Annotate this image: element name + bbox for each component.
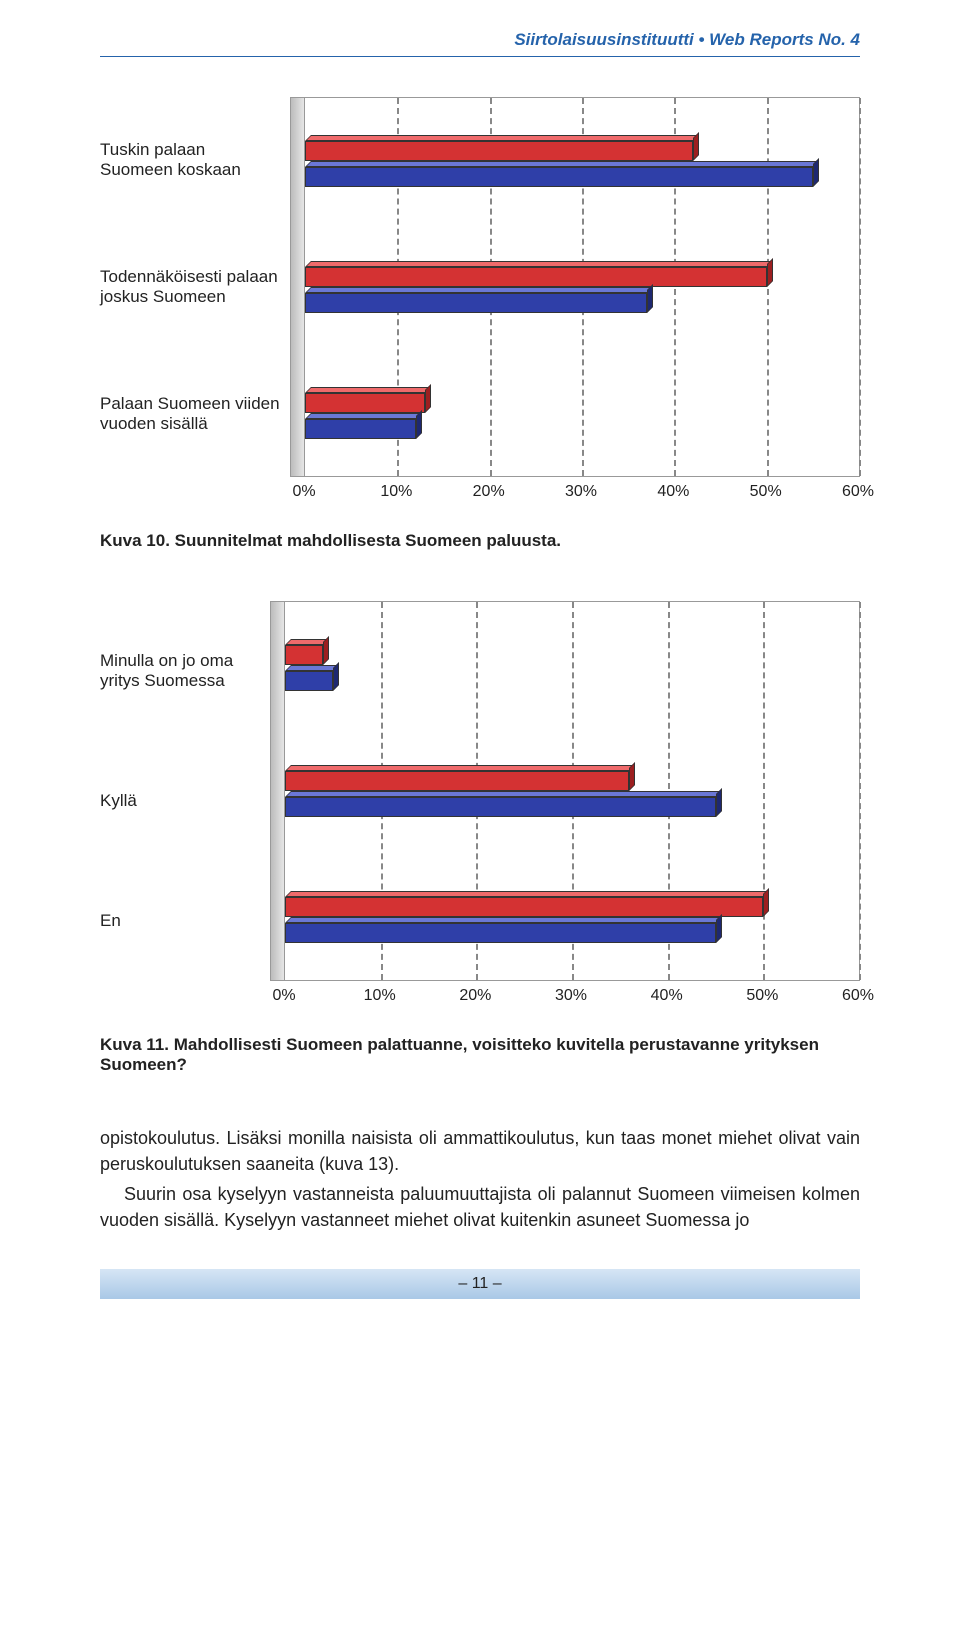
chart1-plot — [290, 97, 860, 477]
x-tick: 50% — [750, 483, 782, 501]
x-tick: 30% — [555, 987, 587, 1005]
bar-miehet — [305, 413, 859, 439]
x-tick: 20% — [459, 987, 491, 1005]
bar-naiset — [305, 387, 859, 413]
x-tick: 60% — [842, 987, 874, 1005]
bar-miehet — [285, 917, 859, 943]
y-label: Minulla on jo oma yritys Suomessa — [100, 651, 270, 691]
chart2-caption: Kuva 11. Mahdollisesti Suomeen palattuan… — [100, 1035, 860, 1075]
bar-group — [305, 261, 859, 313]
bar-group — [285, 891, 859, 943]
x-tick: 10% — [380, 483, 412, 501]
x-tick: 10% — [364, 987, 396, 1005]
x-tick: 40% — [651, 987, 683, 1005]
bar-group — [285, 765, 859, 817]
bar-miehet — [285, 665, 859, 691]
chart-1: Naiset Miehet Tuskin palaan Suomeen kosk… — [100, 97, 860, 507]
body-p2: Suurin osa kyselyyn vastanneista paluumu… — [100, 1181, 860, 1233]
chart-2: Naiset Miehet Minulla on jo oma yritys S… — [100, 601, 860, 1011]
x-tick: 50% — [746, 987, 778, 1005]
bar-miehet — [305, 161, 859, 187]
x-tick: 40% — [657, 483, 689, 501]
y-label: Palaan Suomeen viiden vuoden sisällä — [100, 394, 290, 434]
bar-naiset — [285, 765, 859, 791]
y-label: Tuskin palaan Suomeen koskaan — [100, 140, 290, 180]
bar-miehet — [305, 287, 859, 313]
chart1-caption: Kuva 10. Suunnitelmat mahdollisesta Suom… — [100, 531, 860, 551]
bar-group — [305, 135, 859, 187]
header-rule — [100, 56, 860, 57]
chart1-x-axis: 0%10%20%30%40%50%60% — [290, 477, 860, 507]
chart2-x-axis: 0%10%20%30%40%50%60% — [270, 981, 860, 1011]
bar-miehet — [285, 791, 859, 817]
x-tick: 20% — [473, 483, 505, 501]
x-tick: 0% — [272, 987, 295, 1005]
body-text: opistokoulutus. Lisäksi monilla naisista… — [100, 1125, 860, 1233]
x-tick: 30% — [565, 483, 597, 501]
bar-naiset — [305, 135, 859, 161]
bar-group — [285, 639, 859, 691]
chart1-y-labels: Tuskin palaan Suomeen koskaan Todennäköis… — [100, 97, 290, 477]
chart2-y-labels: Minulla on jo oma yritys Suomessa Kyllä En — [100, 601, 270, 981]
x-tick: 0% — [292, 483, 315, 501]
y-label: Todennäköisesti palaan joskus Suomeen — [100, 267, 290, 307]
x-tick: 60% — [842, 483, 874, 501]
page-footer: – 11 – — [100, 1269, 860, 1299]
bar-group — [305, 387, 859, 439]
y-label: Kyllä — [100, 791, 270, 811]
page-header: Siirtolaisuusinstituutti • Web Reports N… — [100, 30, 860, 50]
bar-naiset — [285, 891, 859, 917]
body-p1: opistokoulutus. Lisäksi monilla naisista… — [100, 1125, 860, 1177]
chart2-plot — [270, 601, 860, 981]
bar-naiset — [285, 639, 859, 665]
bar-naiset — [305, 261, 859, 287]
y-label: En — [100, 911, 270, 931]
